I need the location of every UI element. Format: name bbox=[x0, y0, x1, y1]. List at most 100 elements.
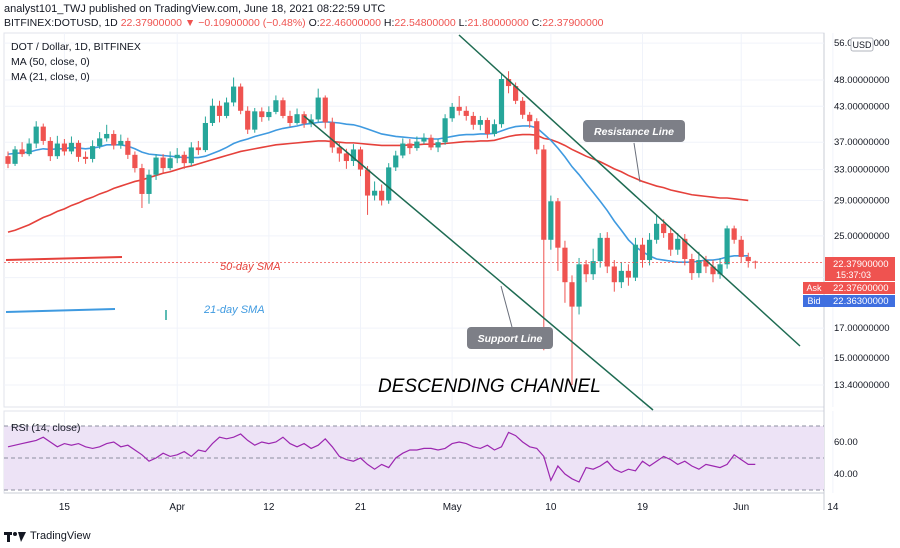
resistance-callout[interactable] bbox=[583, 120, 685, 142]
candle-body bbox=[322, 97, 328, 123]
candle bbox=[195, 140, 201, 155]
ohlc-open: 22.46000000 bbox=[319, 17, 381, 29]
candle-body bbox=[590, 261, 596, 275]
candle bbox=[491, 119, 498, 137]
ohlc-low-label: L: bbox=[458, 17, 468, 29]
candle-body bbox=[407, 143, 413, 149]
candle bbox=[710, 260, 716, 283]
candle bbox=[266, 106, 272, 121]
price-tick-label: 13.40000000 bbox=[834, 380, 889, 391]
candle-body bbox=[195, 147, 201, 151]
price-axis[interactable]: 56.0000000048.0000000043.0000000037.0000… bbox=[834, 38, 889, 391]
price-tick-label: 48.00000000 bbox=[834, 75, 889, 86]
time-axis[interactable]: 15Apr1221May1019Jun1423 bbox=[59, 502, 900, 513]
candle bbox=[132, 151, 138, 173]
candle bbox=[534, 118, 540, 155]
candle bbox=[654, 214, 660, 244]
symbol-ohlc-line: BITFINEX:DOTUSD, 1D 22.37900000 ▼ −0.109… bbox=[4, 17, 604, 29]
candle-body bbox=[132, 154, 138, 169]
candles bbox=[4, 71, 824, 385]
candle bbox=[139, 163, 145, 208]
rsi-legend: RSI (14, close) bbox=[11, 422, 80, 434]
candle-body bbox=[75, 142, 82, 157]
price-tick-label: 25.00000000 bbox=[834, 231, 889, 242]
tradingview-footer[interactable]: TradingView bbox=[4, 530, 91, 542]
candle bbox=[216, 100, 223, 123]
currency-badge[interactable] bbox=[850, 37, 874, 52]
ask-price: 22.37600000 bbox=[833, 283, 888, 294]
time-tick-label: 15 bbox=[59, 502, 71, 513]
candle bbox=[259, 107, 265, 122]
ma50-legend: MA (50, close, 0) bbox=[11, 56, 90, 68]
candle-body bbox=[329, 122, 335, 148]
countdown: 15:37:03 bbox=[836, 270, 871, 280]
support-callout-label: Support Line bbox=[478, 333, 543, 345]
candle bbox=[174, 148, 180, 164]
candle-body bbox=[5, 156, 11, 164]
candle-body bbox=[245, 110, 251, 130]
candle bbox=[118, 134, 124, 149]
candle-body bbox=[682, 238, 688, 260]
time-tick-label: Apr bbox=[169, 502, 185, 513]
candle bbox=[562, 240, 568, 303]
support-callout[interactable] bbox=[467, 327, 553, 349]
candle bbox=[407, 139, 413, 155]
candle-body bbox=[513, 86, 519, 101]
candle-body bbox=[498, 79, 505, 125]
candle bbox=[146, 169, 152, 204]
ohlc-close-label: C: bbox=[531, 17, 543, 29]
candle-body bbox=[745, 256, 751, 262]
candle bbox=[689, 253, 695, 280]
candle bbox=[456, 95, 462, 116]
candle bbox=[238, 83, 244, 115]
candle-body bbox=[393, 155, 399, 168]
rsi-tick-label: 40.00 bbox=[834, 469, 858, 480]
candle-body bbox=[534, 121, 540, 150]
price-tick-label: 15.00000000 bbox=[834, 353, 889, 364]
candle-body bbox=[689, 259, 695, 274]
resistance-channel-line[interactable] bbox=[458, 34, 801, 347]
candle-body bbox=[738, 239, 744, 257]
ma-layer bbox=[7, 120, 749, 263]
candle bbox=[541, 144, 547, 351]
rsi-tick-label: 60.00 bbox=[834, 437, 858, 448]
last-price-tag bbox=[825, 257, 895, 281]
price-pane[interactable] bbox=[3, 32, 825, 408]
candle-body bbox=[654, 223, 660, 240]
candle bbox=[498, 74, 505, 128]
candle-body bbox=[710, 266, 716, 275]
candle-body bbox=[632, 244, 639, 278]
channel-title: DESCENDING CHANNEL bbox=[378, 376, 601, 397]
candle-body bbox=[167, 158, 173, 169]
candle-body bbox=[696, 260, 702, 274]
time-tick-label: 14 bbox=[827, 502, 839, 513]
candle-body bbox=[174, 154, 180, 159]
grid bbox=[4, 33, 834, 493]
rsi-layer: 60.00 40.00 bbox=[4, 425, 858, 491]
candle bbox=[12, 146, 18, 166]
candle-body bbox=[364, 169, 371, 196]
candle bbox=[435, 139, 441, 153]
candle-body bbox=[456, 106, 462, 111]
support-channel-line[interactable] bbox=[303, 115, 654, 411]
support-callout-pointer bbox=[500, 285, 513, 328]
candle bbox=[125, 137, 131, 159]
candle bbox=[414, 136, 420, 151]
candle-body bbox=[463, 110, 469, 116]
candle-body bbox=[252, 111, 258, 130]
candle bbox=[625, 264, 631, 286]
candle-body bbox=[181, 154, 187, 164]
candle-body bbox=[287, 115, 293, 123]
candle bbox=[470, 111, 476, 130]
candle-body bbox=[597, 237, 603, 262]
ohlc-open-label: O: bbox=[308, 17, 320, 29]
candle-body bbox=[160, 157, 166, 169]
candle-body bbox=[562, 247, 568, 283]
time-tick-label: 19 bbox=[637, 502, 649, 513]
candle bbox=[209, 98, 216, 126]
candle bbox=[583, 260, 589, 283]
price-tick-label: 29.00000000 bbox=[834, 195, 889, 206]
candle-body bbox=[343, 153, 349, 162]
candle bbox=[231, 77, 237, 107]
